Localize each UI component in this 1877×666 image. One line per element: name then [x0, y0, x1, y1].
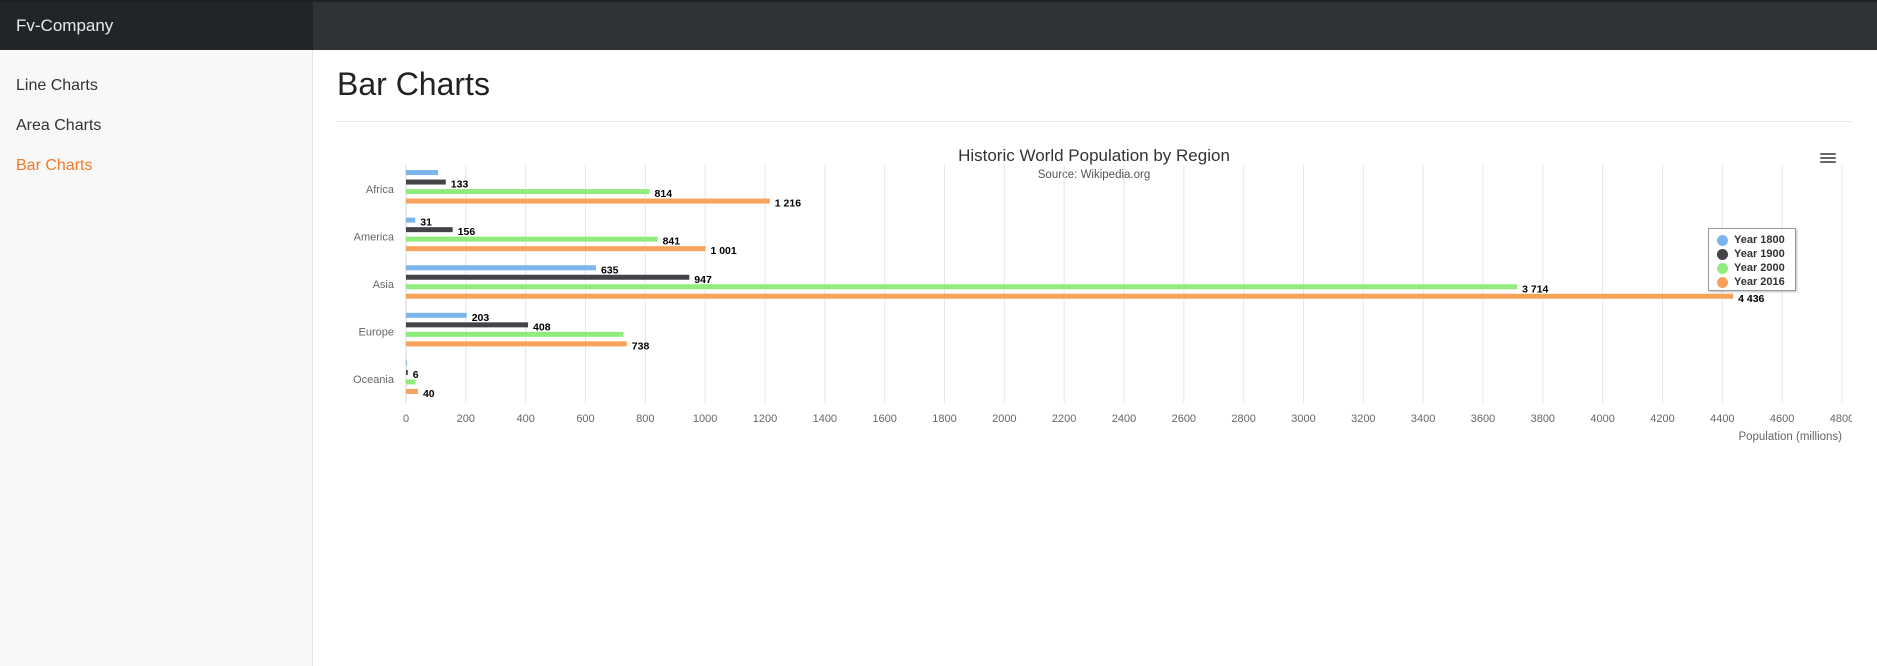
legend-item[interactable]: Year 2016 [1717, 275, 1795, 289]
data-label: 4 436 [1738, 293, 1764, 305]
legend-marker [1717, 234, 1728, 246]
bar [406, 227, 453, 233]
data-label: 738 [632, 340, 650, 352]
bar [406, 170, 439, 176]
y-category-label: Oceania [353, 374, 395, 386]
x-tick-label: 0 [403, 413, 409, 425]
chart-canvas: Historic World Population by Region Sourc… [353, 146, 1852, 443]
page-title: Bar Charts [337, 66, 490, 102]
data-label: 203 [472, 312, 490, 324]
data-label: 1 216 [775, 198, 801, 210]
x-tick-label: 2600 [1172, 413, 1196, 425]
data-label: 947 [694, 274, 712, 286]
x-tick-label: 4800 [1830, 413, 1852, 425]
bar [406, 189, 650, 195]
sidebar-item-bar-charts[interactable]: Bar Charts [16, 157, 93, 174]
bar [406, 322, 529, 328]
x-tick-label: 3600 [1471, 413, 1495, 425]
x-tick-label: 4600 [1770, 413, 1794, 425]
x-tick-label: 3200 [1351, 413, 1375, 425]
legend-item[interactable]: Year 2000 [1717, 261, 1795, 275]
data-label: 1 001 [710, 245, 736, 257]
bar [406, 246, 706, 252]
data-label: 408 [533, 321, 551, 333]
x-axis-title: Population (millions) [1738, 431, 1842, 443]
bar-chart: Historic World Population by Region Sourc… [337, 135, 1852, 530]
sidebar: Line Charts Area Charts Bar Charts [0, 50, 313, 666]
sidebar-item-area-charts[interactable]: Area Charts [16, 117, 102, 134]
x-tick-label: 1000 [693, 413, 717, 425]
data-label: 40 [423, 388, 435, 400]
legend-label: Year 1800 [1734, 234, 1785, 246]
x-tick-label: 1400 [813, 413, 837, 425]
legend-label: Year 2016 [1734, 276, 1785, 288]
bar [406, 341, 627, 347]
data-label: 635 [601, 264, 619, 276]
x-tick-label: 3400 [1411, 413, 1435, 425]
y-category-label: Africa [366, 184, 395, 196]
legend-label: Year 2000 [1734, 262, 1785, 274]
x-tick-label: 400 [516, 413, 534, 425]
brand-link[interactable]: Fv-Company [0, 2, 313, 50]
x-tick-label: 2800 [1231, 413, 1255, 425]
x-tick-label: 1200 [753, 413, 777, 425]
bar [406, 179, 446, 185]
legend-item[interactable]: Year 1900 [1717, 247, 1795, 261]
x-tick-label: 2000 [992, 413, 1016, 425]
legend-label: Year 1900 [1734, 248, 1785, 260]
data-label: 3 714 [1522, 283, 1548, 295]
x-tick-label: 2400 [1112, 413, 1136, 425]
bar [406, 236, 658, 242]
x-tick-label: 600 [576, 413, 594, 425]
data-label: 156 [458, 226, 476, 238]
y-category-label: Asia [373, 279, 395, 291]
bar [406, 217, 416, 223]
sidebar-item-line-charts[interactable]: Line Charts [16, 77, 98, 94]
y-category-label: Europe [359, 327, 394, 339]
title-divider [337, 121, 1852, 122]
bar [406, 274, 690, 280]
x-tick-label: 1600 [872, 413, 896, 425]
data-label: 841 [663, 236, 681, 248]
bar [406, 331, 624, 337]
bar [406, 265, 596, 271]
x-tick-label: 4200 [1650, 413, 1674, 425]
top-navbar: Fv-Company [0, 0, 1877, 50]
bar [406, 312, 467, 318]
y-category-label: America [354, 231, 395, 243]
x-tick-label: 1800 [932, 413, 956, 425]
bar [406, 379, 416, 385]
chart-legend: Year 1800 Year 1900 Year 2000 Year 2016 [1708, 228, 1796, 291]
bar [406, 284, 1518, 290]
data-label: 31 [420, 217, 432, 229]
x-tick-label: 800 [636, 413, 654, 425]
bar [406, 198, 770, 204]
legend-marker [1717, 262, 1728, 274]
bar [406, 388, 418, 394]
data-label: 6 [413, 369, 419, 381]
data-label: 133 [451, 179, 469, 191]
legend-marker [1717, 276, 1728, 288]
x-tick-label: 3800 [1531, 413, 1555, 425]
bar [406, 293, 1734, 299]
bar [406, 360, 407, 366]
chart-title: Historic World Population by Region [958, 146, 1230, 165]
chart-subtitle: Source: Wikipedia.org [1038, 169, 1151, 181]
legend-marker [1717, 248, 1728, 260]
x-tick-label: 200 [457, 413, 475, 425]
x-tick-label: 4400 [1710, 413, 1734, 425]
bar [406, 369, 408, 375]
chart-menu-icon[interactable] [1819, 151, 1837, 167]
x-tick-label: 2200 [1052, 413, 1076, 425]
x-tick-label: 4000 [1590, 413, 1614, 425]
data-label: 814 [655, 188, 673, 200]
x-tick-label: 3000 [1291, 413, 1315, 425]
legend-item[interactable]: Year 1800 [1717, 233, 1795, 247]
